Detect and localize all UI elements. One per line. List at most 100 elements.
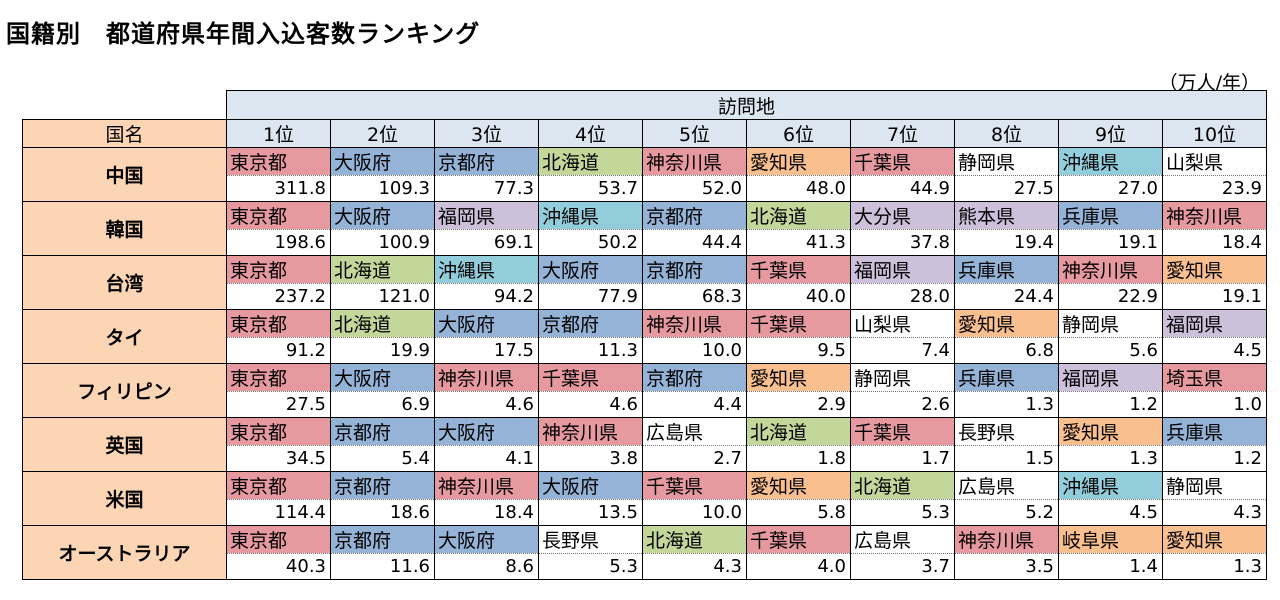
visitor-count-cell: 24.4 <box>954 283 1059 310</box>
visitor-count-cell: 4.0 <box>746 553 851 580</box>
unit-label: （万人/年） <box>1158 72 1260 94</box>
ranking-table: 訪問地 国名 1位 2位 3位 4位 5位 6位 7位 8位 9位 10位 中国 東京都 大阪府 京都府… <box>22 90 1267 580</box>
prefecture-cell: 神奈川県 <box>642 147 747 176</box>
visitor-count-cell: 109.3 <box>330 175 435 202</box>
visitor-count-cell: 1.7 <box>850 445 955 472</box>
visitor-count-cell: 41.3 <box>746 229 851 256</box>
country-name: 米国 <box>22 471 227 526</box>
rank-header-6: 6位 <box>746 119 851 148</box>
prefecture-cell: 大阪府 <box>538 255 643 284</box>
visitor-count-cell: 8.6 <box>434 553 539 580</box>
visitor-count-cell: 94.2 <box>434 283 539 310</box>
prefecture-cell: 北海道 <box>746 417 851 446</box>
prefecture-row: 英国 東京都 京都府 大阪府 神奈川県 広島県 北海道 千葉県 長野県 愛知県 兵庫県 <box>22 417 1267 472</box>
prefecture-cell: 千葉県 <box>746 309 851 338</box>
rank-header-3: 3位 <box>434 119 539 148</box>
visitor-count-cell: 40.3 <box>226 553 331 580</box>
visitor-count-cell: 4.1 <box>434 445 539 472</box>
visitor-count-cell: 11.3 <box>538 337 643 364</box>
prefecture-cell: 京都府 <box>538 309 643 338</box>
visit-destination-header: 訪問地 <box>226 90 1267 120</box>
visitor-count-cell: 11.6 <box>330 553 435 580</box>
prefecture-cell: 山梨県 <box>1162 147 1267 176</box>
prefecture-cell: 神奈川県 <box>1058 255 1163 284</box>
prefecture-cell: 北海道 <box>850 471 955 500</box>
rank-header-2: 2位 <box>330 119 435 148</box>
prefecture-cell: 大阪府 <box>330 147 435 176</box>
visitor-count-cell: 6.9 <box>330 391 435 418</box>
prefecture-cell: 沖縄県 <box>538 201 643 230</box>
visitor-count-cell: 114.4 <box>226 499 331 526</box>
group-header-row: 訪問地 <box>22 90 1267 120</box>
prefecture-cell: 北海道 <box>746 201 851 230</box>
value-row: 34.5 5.4 4.1 3.8 2.7 1.8 1.7 1.5 1.3 1.2 <box>23 445 1267 472</box>
prefecture-cell: 岐阜県 <box>1058 525 1163 554</box>
visitor-count-cell: 1.0 <box>1162 391 1267 418</box>
prefecture-row: 米国 東京都 京都府 神奈川県 大阪府 千葉県 愛知県 北海道 広島県 沖縄県 静岡県 <box>22 471 1267 526</box>
visitor-count-cell: 5.3 <box>850 499 955 526</box>
visitor-count-cell: 17.5 <box>434 337 539 364</box>
visitor-count-cell: 23.9 <box>1162 175 1267 202</box>
visitor-count-cell: 4.6 <box>434 391 539 418</box>
prefecture-cell: 愛知県 <box>1162 525 1267 554</box>
prefecture-cell: 東京都 <box>226 471 331 500</box>
country-name: オーストラリア <box>22 525 227 580</box>
country-name: タイ <box>22 309 227 364</box>
prefecture-cell: 京都府 <box>642 255 747 284</box>
visitor-count-cell: 48.0 <box>746 175 851 202</box>
prefecture-cell: 北海道 <box>330 255 435 284</box>
value-row: 198.6 100.9 69.1 50.2 44.4 41.3 37.8 19.4 19.1 18… <box>23 229 1267 256</box>
prefecture-cell: 広島県 <box>642 417 747 446</box>
prefecture-cell: 兵庫県 <box>1058 201 1163 230</box>
prefecture-cell: 沖縄県 <box>1058 471 1163 500</box>
visitor-count-cell: 19.1 <box>1058 229 1163 256</box>
prefecture-row: オーストラリア 東京都 京都府 大阪府 長野県 北海道 千葉県 広島県 神奈川県 岐阜県 愛知県 <box>22 525 1267 580</box>
visitor-count-cell: 40.0 <box>746 283 851 310</box>
prefecture-cell: 京都府 <box>330 471 435 500</box>
visitor-count-cell: 2.6 <box>850 391 955 418</box>
visitor-count-cell: 6.8 <box>954 337 1059 364</box>
visitor-count-cell: 91.2 <box>226 337 331 364</box>
visitor-count-cell: 44.9 <box>850 175 955 202</box>
visitor-count-cell: 5.8 <box>746 499 851 526</box>
value-row: 91.2 19.9 17.5 11.3 10.0 9.5 7.4 6.8 5.6 4.5 <box>23 337 1267 364</box>
prefecture-cell: 千葉県 <box>746 255 851 284</box>
visitor-count-cell: 100.9 <box>330 229 435 256</box>
prefecture-cell: 東京都 <box>226 255 331 284</box>
prefecture-cell: 神奈川県 <box>538 417 643 446</box>
visitor-count-cell: 28.0 <box>850 283 955 310</box>
visitor-count-cell: 5.6 <box>1058 337 1163 364</box>
value-row: 27.5 6.9 4.6 4.6 4.4 2.9 2.6 1.3 1.2 1.0 <box>23 391 1267 418</box>
visitor-count-cell: 1.5 <box>954 445 1059 472</box>
country-name-header: 国名 <box>22 119 227 148</box>
prefecture-cell: 大分県 <box>850 201 955 230</box>
prefecture-cell: 愛知県 <box>746 363 851 392</box>
visitor-count-cell: 1.2 <box>1162 445 1267 472</box>
visitor-count-cell: 53.7 <box>538 175 643 202</box>
visitor-count-cell: 50.2 <box>538 229 643 256</box>
prefecture-cell: 北海道 <box>642 525 747 554</box>
visitor-count-cell: 37.8 <box>850 229 955 256</box>
visitor-count-cell: 18.4 <box>1162 229 1267 256</box>
prefecture-cell: 愛知県 <box>746 147 851 176</box>
prefecture-cell: 兵庫県 <box>954 363 1059 392</box>
country-name: 台湾 <box>22 255 227 310</box>
rank-header-5: 5位 <box>642 119 747 148</box>
prefecture-cell: 広島県 <box>850 525 955 554</box>
prefecture-cell: 京都府 <box>330 525 435 554</box>
value-row: 114.4 18.6 18.4 13.5 10.0 5.8 5.3 5.2 4.5 4.3 <box>23 499 1267 526</box>
rank-header-7: 7位 <box>850 119 955 148</box>
value-row: 311.8 109.3 77.3 53.7 52.0 48.0 44.9 27.5 27.0 23… <box>23 175 1267 202</box>
visitor-count-cell: 10.0 <box>642 337 747 364</box>
page-title: 国籍別 都道府県年間入込客数ランキング <box>6 20 481 48</box>
prefecture-cell: 千葉県 <box>642 471 747 500</box>
visitor-count-cell: 311.8 <box>226 175 331 202</box>
visitor-count-cell: 5.3 <box>538 553 643 580</box>
prefecture-cell: 神奈川県 <box>954 525 1059 554</box>
prefecture-cell: 東京都 <box>226 525 331 554</box>
rank-header-10: 10位 <box>1162 119 1267 148</box>
visitor-count-cell: 3.8 <box>538 445 643 472</box>
prefecture-cell: 神奈川県 <box>434 363 539 392</box>
prefecture-cell: 大阪府 <box>434 309 539 338</box>
visitor-count-cell: 237.2 <box>226 283 331 310</box>
